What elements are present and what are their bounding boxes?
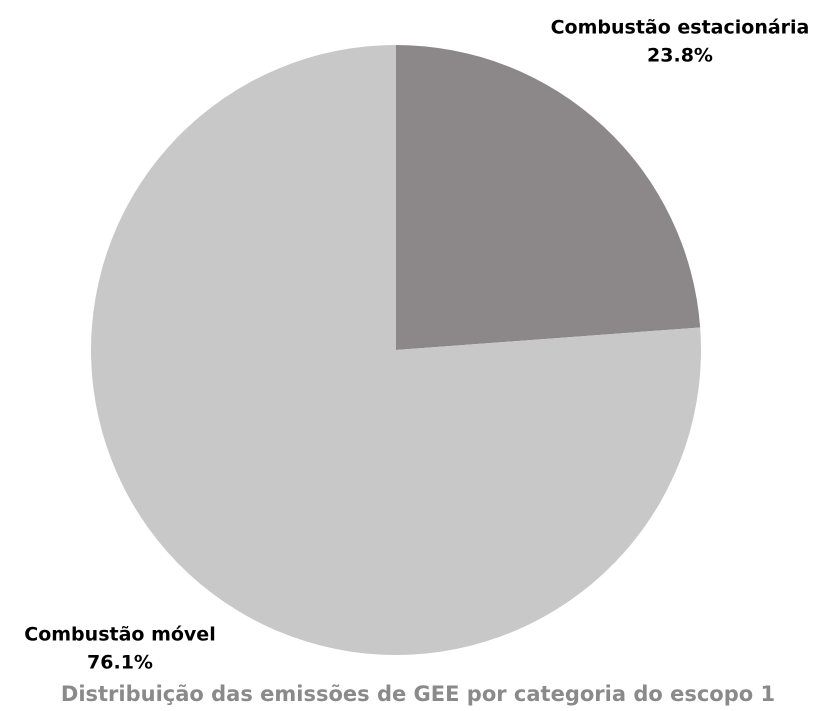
value-label: 76.1% xyxy=(87,652,153,674)
value-label: 23.8% xyxy=(647,45,713,67)
chart-title: Distribuição das emissões de GEE por cat… xyxy=(61,682,775,706)
pie-slice xyxy=(396,45,701,350)
slice-label: Combustão móvel xyxy=(24,624,215,646)
slice-label: Combustão estacionária xyxy=(551,17,810,39)
pie-slice xyxy=(90,45,702,656)
